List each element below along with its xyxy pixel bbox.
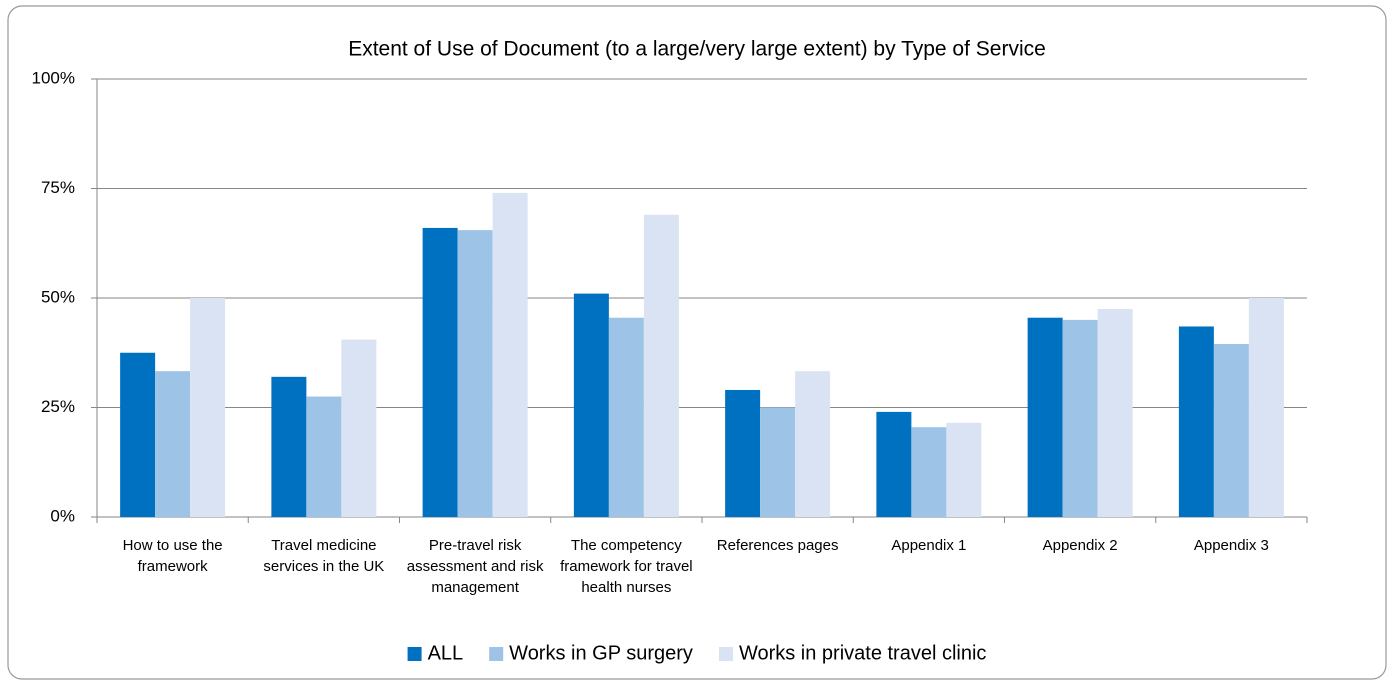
bar bbox=[492, 192, 528, 517]
bar bbox=[341, 339, 377, 517]
bar bbox=[190, 298, 226, 517]
legend-swatch bbox=[718, 647, 733, 661]
chart-title: Extent of Use of Document (to a large/ve… bbox=[348, 38, 1046, 61]
y-tick-label: 0% bbox=[50, 506, 75, 525]
bar bbox=[1248, 298, 1284, 517]
bar bbox=[911, 427, 947, 517]
bar bbox=[876, 411, 912, 517]
bar bbox=[306, 396, 342, 517]
x-tick-label: Pre-travel risk assessment and risk mana… bbox=[406, 537, 544, 596]
bar bbox=[1027, 317, 1063, 517]
x-tick-label: Appendix 2 bbox=[1042, 537, 1118, 554]
legend-label: Works in private travel clinic bbox=[739, 642, 986, 664]
y-tick-label: 50% bbox=[41, 287, 75, 306]
bar bbox=[120, 352, 156, 517]
y-tick-label: 25% bbox=[41, 397, 75, 416]
bar bbox=[155, 371, 191, 517]
bar bbox=[643, 214, 679, 517]
bar bbox=[573, 293, 609, 517]
x-tick-label: References pages bbox=[716, 537, 839, 554]
x-tick-label: The competency framework for travel heal… bbox=[560, 537, 693, 596]
bar bbox=[457, 230, 493, 518]
bar bbox=[1213, 343, 1249, 517]
legend-label: Works in GP surgery bbox=[509, 642, 693, 664]
y-tick-label: 75% bbox=[41, 178, 75, 197]
legend-label: ALL bbox=[428, 642, 464, 664]
bar bbox=[608, 317, 644, 517]
x-tick-label: Appendix 1 bbox=[891, 537, 967, 554]
bar bbox=[1062, 319, 1098, 517]
legend-swatch bbox=[489, 647, 504, 661]
bar bbox=[1178, 326, 1214, 517]
bar bbox=[946, 422, 982, 517]
bar bbox=[795, 371, 831, 517]
x-tick-label: Appendix 3 bbox=[1193, 537, 1269, 554]
y-tick-label: 100% bbox=[32, 68, 75, 87]
x-tick-label: Travel medicine services in the UK bbox=[263, 537, 385, 575]
bar bbox=[760, 407, 796, 517]
bar bbox=[422, 227, 458, 518]
legend-swatch bbox=[407, 647, 422, 661]
bar bbox=[271, 376, 307, 517]
bar bbox=[725, 389, 761, 517]
x-tick-label: How to use the framework bbox=[122, 537, 223, 575]
bar bbox=[1097, 308, 1133, 517]
